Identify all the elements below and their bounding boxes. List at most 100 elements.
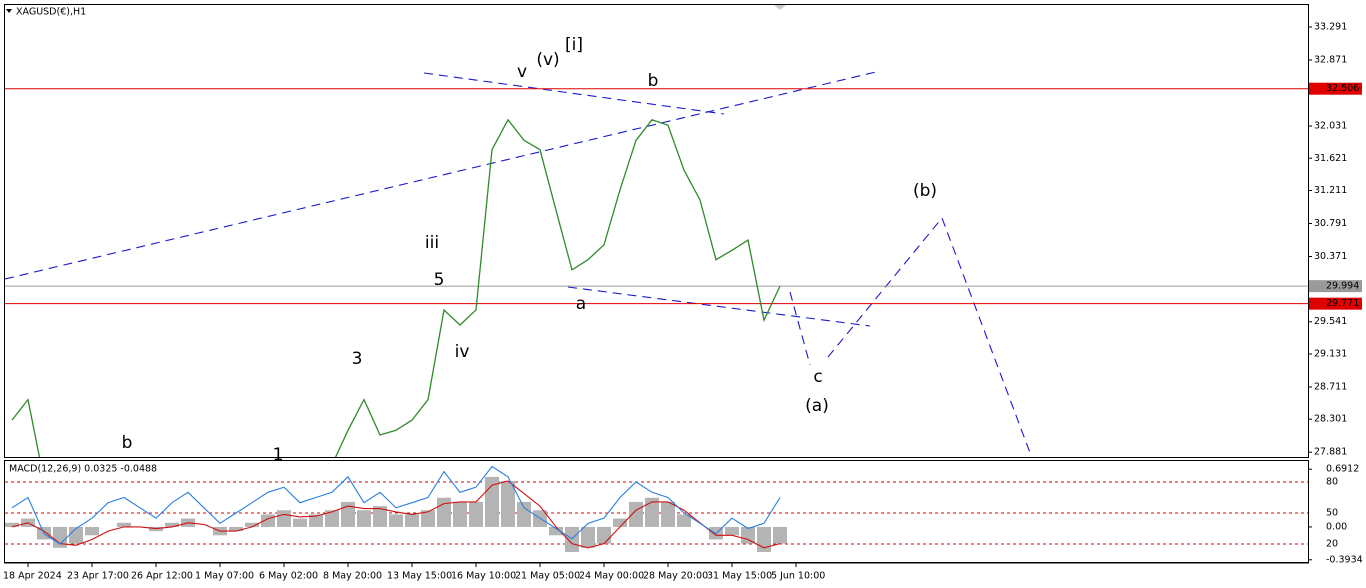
histogram-bar: [5, 522, 19, 527]
macd-title: MACD(12,26,9) 0.0325 -0.0488: [9, 464, 157, 475]
histogram-bar: [389, 514, 403, 527]
signal-line: [11, 480, 781, 549]
wave-label: a: [576, 294, 586, 314]
histogram-bar: [117, 522, 131, 527]
x-tick-label: 31 May 15:00: [707, 571, 772, 582]
wave-label: v: [517, 62, 527, 82]
histogram-bar: [597, 526, 611, 544]
x-tick-label: 8 May 20:00: [323, 571, 382, 582]
wave-label: iii: [425, 233, 439, 253]
histogram-bar: [549, 526, 563, 536]
y-tick-label: 0.00: [1326, 521, 1347, 532]
wave-label: (v): [536, 50, 559, 70]
x-tick-label: 21 May 05:00: [515, 571, 580, 582]
histogram-bar: [469, 501, 483, 527]
histogram-bar: [245, 522, 259, 527]
menu-arrow: [6, 9, 12, 13]
histogram-bar: [293, 518, 307, 527]
histogram-bar: [277, 510, 291, 527]
histogram-bar: [373, 506, 387, 527]
histogram-bar: [565, 526, 579, 552]
y-tick-label: -0.3934: [1326, 554, 1363, 565]
price-label-box: [1309, 280, 1362, 293]
histogram-bar: [517, 501, 531, 527]
projection-line: [827, 216, 1033, 457]
y-tick-label: 0.6912: [1326, 464, 1359, 475]
histogram-bar: [453, 501, 467, 527]
histogram-bar: [613, 518, 627, 527]
y-tick-label: 30.791: [1314, 218, 1347, 229]
y-tick-label: 33.291: [1314, 22, 1347, 33]
price-label-box: [1309, 82, 1362, 95]
y-tick-label: 29.131: [1314, 348, 1347, 359]
wave-label: (b): [913, 181, 937, 201]
price-panel: [4, 4, 1309, 458]
y-tick-label: 29.541: [1314, 316, 1347, 327]
wave-label: b: [648, 71, 659, 91]
histogram-bar: [229, 526, 243, 532]
y-tick-label: 32.031: [1314, 121, 1347, 132]
price-label: 29.771: [1326, 298, 1359, 309]
y-tick-label: 32.871: [1314, 55, 1347, 66]
macd-plot: [5, 465, 1308, 552]
x-tick-label: 18 Apr 2024: [3, 571, 62, 582]
y-tick-label: 28.711: [1314, 381, 1347, 392]
trend-line: [567, 286, 871, 327]
wave-label: (a): [805, 396, 829, 416]
histogram-bar: [69, 526, 83, 544]
wave-label: 1: [273, 445, 284, 465]
histogram-bar: [357, 510, 371, 527]
histogram-bar: [165, 522, 179, 527]
chart-title: XAGUSD(€),H1: [16, 7, 86, 18]
wave-label: 3: [352, 349, 363, 369]
y2-tick-label: 80: [1326, 476, 1338, 487]
y-tick-label: 31.621: [1314, 153, 1347, 164]
trend-line: [5, 70, 881, 280]
y-tick-label: 31.211: [1314, 185, 1347, 196]
wave-label: [i]: [565, 35, 583, 55]
oscillator-line: [11, 465, 781, 545]
price-line: [11, 118, 781, 457]
x-tick-label: 16 May 10:00: [451, 571, 516, 582]
x-tick-label: 23 Apr 17:00: [67, 571, 129, 582]
trend-line: [423, 72, 725, 115]
wave-label: c: [813, 367, 822, 387]
histogram-bar: [405, 514, 419, 527]
histogram-bar: [501, 481, 515, 527]
wave-label: iv: [455, 342, 470, 362]
shift-marker: [774, 5, 786, 10]
histogram-bar: [725, 526, 739, 536]
histogram-bar: [741, 526, 755, 544]
histogram-bar: [629, 501, 643, 527]
histogram-bar: [437, 497, 451, 527]
projection-line: [789, 291, 811, 366]
histogram-bar: [421, 510, 435, 527]
wave-label: b: [122, 433, 133, 453]
histogram-bar: [773, 526, 787, 544]
price-plot: [5, 88, 1308, 457]
histogram-bar: [325, 510, 339, 527]
histogram-bar: [645, 497, 659, 527]
y-tick-label: 27.881: [1314, 447, 1347, 458]
x-tick-label: 1 May 07:00: [195, 571, 254, 582]
x-tick-label: 5 Jun 10:00: [771, 571, 825, 582]
x-tick-label: 28 May 20:00: [643, 571, 708, 582]
y2-tick-label: 50: [1326, 507, 1338, 518]
wave-label: 5: [434, 270, 445, 290]
y-tick-label: 28.301: [1314, 414, 1347, 425]
x-tick-label: 24 May 00:00: [579, 571, 644, 582]
price-label: 29.994: [1326, 281, 1359, 292]
x-tick-label: 26 Apr 12:00: [131, 571, 193, 582]
price-label-box: [1309, 297, 1362, 310]
y-tick-label: 30.371: [1314, 251, 1347, 262]
histogram-bar: [309, 514, 323, 527]
x-tick-label: 6 May 02:00: [259, 571, 318, 582]
histogram-bar: [85, 526, 99, 536]
histogram-bar: [341, 501, 355, 527]
x-tick-label: 13 May 15:00: [387, 571, 452, 582]
histogram-bar: [53, 526, 67, 548]
histogram-bar: [677, 514, 691, 527]
price-label: 32.506: [1326, 83, 1359, 94]
histogram-bar: [581, 526, 595, 548]
